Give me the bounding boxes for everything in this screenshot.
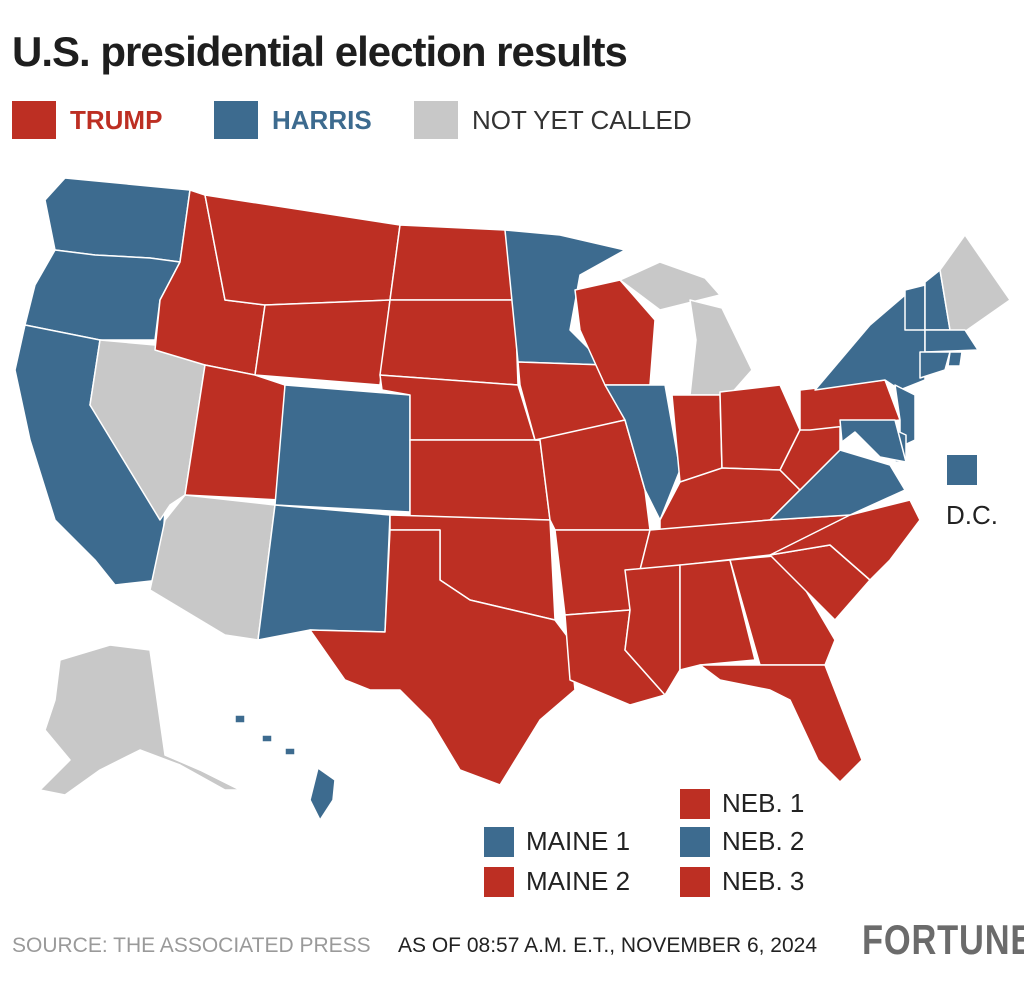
state-in — [671, 394, 723, 483]
state-ak — [39, 644, 241, 796]
state-shape — [919, 351, 951, 379]
district-label: NEB. 3 — [722, 866, 805, 896]
state-shape — [309, 767, 336, 821]
state-shape — [679, 559, 756, 671]
state-shape — [44, 177, 191, 263]
state-wv — [779, 419, 841, 491]
state-nc — [769, 499, 921, 581]
district-label: MAINE 1 — [526, 826, 631, 856]
state-shape — [947, 351, 963, 367]
state-sd — [379, 299, 519, 386]
dc-label: D.C. — [946, 500, 998, 530]
state-md — [839, 419, 907, 463]
legend-label: HARRIS — [272, 104, 372, 135]
legend-swatch — [414, 101, 458, 139]
district-label: MAINE 2 — [526, 866, 631, 896]
district-label: NEB. 2 — [722, 826, 805, 856]
state-shape — [39, 644, 241, 796]
state-shape — [689, 299, 753, 396]
district-swatch — [680, 788, 710, 819]
district-legend-item: NEB. 1 — [680, 788, 804, 819]
state-shape — [939, 234, 1011, 336]
state-shape — [309, 529, 576, 786]
state-ks — [409, 439, 551, 521]
state-nd — [389, 224, 516, 301]
state-me — [939, 234, 1011, 336]
timestamp-text: AS OF 08:57 A.M. E.T., NOVEMBER 6, 2024 — [398, 934, 818, 957]
legend-swatch — [214, 101, 258, 139]
district-swatch — [680, 866, 710, 897]
state-shape — [234, 714, 246, 724]
state-shape — [904, 284, 926, 331]
state-shape — [839, 419, 907, 463]
state-wy — [254, 299, 391, 386]
state-tx — [309, 529, 576, 786]
state-shape — [149, 494, 276, 641]
district-swatch — [680, 826, 710, 857]
state-al — [679, 559, 756, 671]
source-text: SOURCE: THE ASSOCIATED PRESS — [12, 934, 371, 957]
state-shape — [779, 419, 841, 491]
state-vt — [904, 284, 926, 331]
fortune-logo: FORTUNE — [862, 916, 1024, 963]
legend-label: NOT YET CALLED — [472, 104, 692, 135]
state-shape — [619, 261, 721, 311]
state-shape — [274, 384, 411, 513]
state-shape — [769, 499, 921, 581]
district-label: NEB. 1 — [722, 788, 805, 818]
state-shape — [254, 299, 391, 386]
state-shape — [409, 439, 551, 521]
legend-trump: TRUMP — [12, 100, 162, 140]
state-shape — [261, 734, 273, 743]
district-legend-item: NEB. 3 — [680, 866, 804, 897]
legend-uncalled: NOT YET CALLED — [414, 100, 692, 140]
state-shape — [257, 504, 391, 641]
legend-harris: HARRIS — [214, 100, 372, 140]
district-legend-item: MAINE 1 — [484, 826, 630, 857]
page-title: U.S. presidential election results — [12, 28, 628, 75]
state-hi — [234, 714, 336, 821]
legend-swatch — [12, 101, 56, 139]
state-nm — [257, 504, 391, 641]
state-fl — [699, 664, 863, 783]
state-ri — [947, 351, 963, 367]
state-co — [274, 384, 411, 513]
state-mi — [619, 261, 753, 396]
state-shape — [284, 747, 296, 756]
state-mt — [204, 194, 401, 306]
dc-swatch — [947, 455, 977, 485]
state-shape — [671, 394, 723, 483]
district-legend-item: NEB. 2 — [680, 826, 804, 857]
district-swatch — [484, 866, 514, 897]
state-shape — [204, 194, 401, 306]
legend-label: TRUMP — [70, 104, 163, 135]
district-legend-item: MAINE 2 — [484, 866, 630, 897]
state-shape — [699, 664, 863, 783]
state-shape — [379, 299, 519, 386]
state-shape — [924, 329, 979, 353]
state-ct — [919, 351, 951, 379]
state-ma — [924, 329, 979, 353]
state-shape — [389, 224, 516, 301]
state-az — [149, 494, 276, 641]
state-wa — [44, 177, 191, 263]
district-swatch — [484, 826, 514, 857]
